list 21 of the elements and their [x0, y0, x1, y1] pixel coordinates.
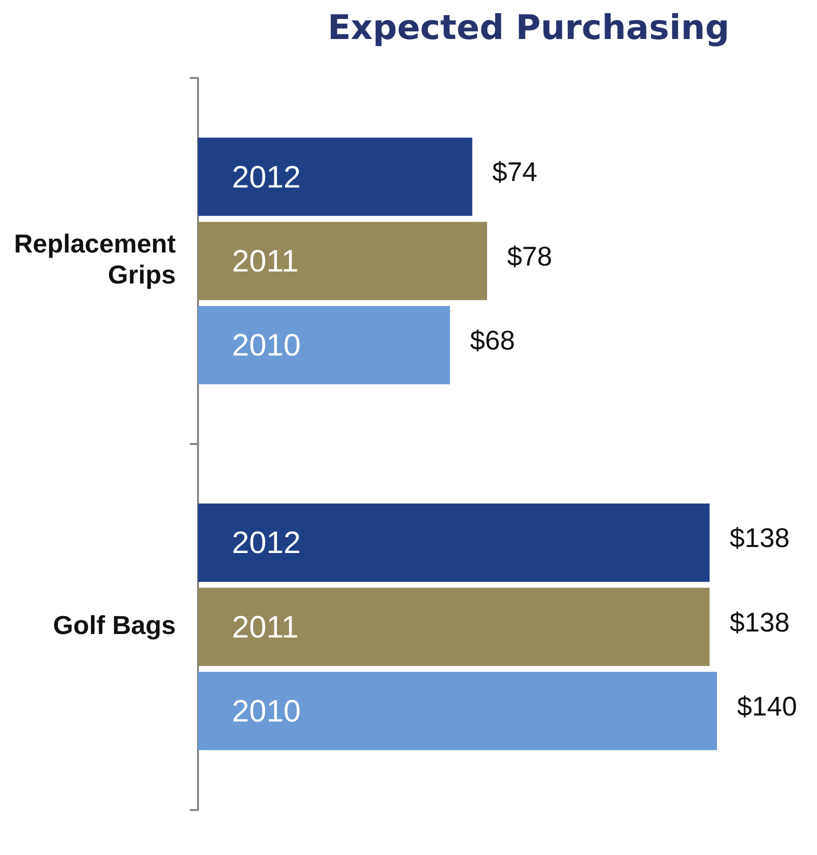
bar [198, 306, 450, 384]
text: 2010 [232, 694, 301, 729]
series-label: 2010 [232, 328, 301, 363]
series-label: 2011 [232, 243, 299, 278]
data-label: $78 [507, 241, 552, 272]
bar [198, 222, 488, 300]
y-tick-label: Replacement Grips [14, 228, 176, 290]
text: 2011 [232, 609, 299, 644]
text: 2012 [232, 525, 301, 560]
data-label: $138 [730, 607, 790, 638]
series-label: 2012 [232, 159, 301, 194]
data-label: $138 [730, 523, 790, 554]
y-tick-label: Golf Bags [53, 610, 176, 640]
data-label: $74 [492, 157, 538, 188]
data-label: $68 [470, 326, 516, 356]
bar [198, 504, 710, 582]
bar [198, 588, 710, 666]
chart-title: Expected Purchasing [326, 8, 730, 48]
bar [198, 138, 472, 216]
bar [198, 672, 717, 750]
data-label: $140 [737, 691, 798, 722]
